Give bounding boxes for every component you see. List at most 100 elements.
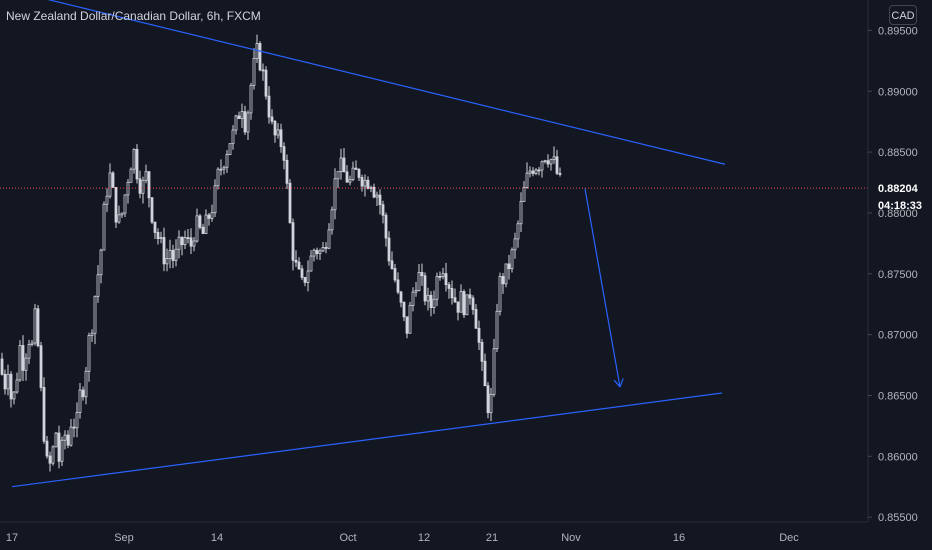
candle bbox=[384, 212, 388, 247]
candle bbox=[468, 288, 472, 305]
candle bbox=[555, 149, 559, 175]
candle bbox=[207, 213, 211, 226]
candle bbox=[309, 250, 313, 272]
candle bbox=[531, 167, 535, 177]
price-tick-label: 0.86000 bbox=[878, 451, 918, 463]
time-scale: 17 Sep 14 Oct 12 21 Nov 16 Dec bbox=[0, 521, 868, 544]
candle bbox=[51, 445, 55, 466]
candle bbox=[315, 247, 319, 260]
candle bbox=[411, 287, 415, 312]
candle bbox=[306, 260, 310, 292]
trendline[interactable] bbox=[11, 392, 723, 488]
candle bbox=[225, 150, 229, 173]
candle bbox=[222, 165, 226, 175]
candle bbox=[141, 176, 145, 204]
candle bbox=[342, 147, 346, 173]
candle bbox=[276, 123, 280, 139]
candle bbox=[522, 181, 526, 202]
candle bbox=[396, 272, 400, 295]
candle bbox=[24, 353, 28, 381]
candle bbox=[495, 303, 499, 352]
projection-arrow[interactable] bbox=[584, 188, 624, 388]
candle bbox=[174, 239, 178, 267]
time-tick-label: 16 bbox=[673, 532, 685, 544]
candle bbox=[477, 320, 481, 350]
candle bbox=[498, 272, 502, 316]
candle bbox=[471, 295, 475, 315]
candle bbox=[447, 282, 451, 299]
chart-title: New Zealand Dollar/Canadian Dollar, 6h, … bbox=[6, 9, 261, 23]
candle bbox=[297, 257, 301, 270]
candle bbox=[21, 335, 25, 381]
candle bbox=[126, 179, 130, 204]
candle bbox=[405, 316, 409, 339]
time-tick-label: Oct bbox=[339, 532, 356, 544]
candle bbox=[171, 244, 175, 269]
candle bbox=[321, 242, 325, 252]
candle bbox=[138, 170, 142, 199]
candle bbox=[408, 301, 412, 334]
candle bbox=[81, 386, 85, 401]
candle bbox=[435, 272, 439, 307]
candle bbox=[234, 114, 238, 135]
candle bbox=[45, 436, 49, 459]
candle bbox=[327, 223, 331, 250]
candle bbox=[546, 154, 550, 168]
candle bbox=[399, 290, 403, 308]
candle bbox=[249, 82, 253, 120]
candle bbox=[54, 432, 58, 448]
candle bbox=[528, 166, 532, 178]
candle bbox=[186, 229, 190, 244]
candle bbox=[189, 228, 193, 255]
candle bbox=[441, 267, 445, 280]
candle bbox=[444, 262, 448, 292]
price-tick-label: 0.87000 bbox=[878, 330, 918, 342]
candle bbox=[543, 159, 547, 164]
candle bbox=[162, 227, 166, 272]
time-tick-label: Sep bbox=[114, 532, 134, 544]
candle bbox=[534, 168, 538, 176]
candle bbox=[351, 161, 355, 182]
currency-badge[interactable]: CAD bbox=[889, 5, 917, 25]
price-tick-label: 0.85500 bbox=[878, 512, 918, 524]
candle bbox=[558, 167, 562, 177]
time-tick-label: 21 bbox=[486, 532, 498, 544]
candle bbox=[366, 176, 370, 190]
candle bbox=[474, 304, 478, 329]
candle bbox=[102, 201, 106, 251]
candle bbox=[243, 105, 247, 136]
candle bbox=[165, 248, 169, 272]
candle bbox=[357, 168, 361, 182]
candle bbox=[15, 372, 19, 394]
candle bbox=[198, 214, 202, 230]
candle bbox=[261, 63, 265, 81]
candles-layer bbox=[0, 34, 562, 472]
candle bbox=[300, 265, 304, 281]
candle bbox=[483, 353, 487, 387]
candle bbox=[549, 158, 553, 171]
candle bbox=[12, 391, 16, 405]
candle bbox=[354, 160, 358, 170]
candle bbox=[453, 288, 457, 303]
candle bbox=[258, 41, 262, 72]
candle bbox=[417, 264, 421, 292]
candle bbox=[438, 271, 442, 281]
candle bbox=[36, 305, 40, 348]
candle bbox=[348, 175, 352, 186]
candle bbox=[60, 436, 64, 467]
price-tick-label: 0.88500 bbox=[878, 147, 918, 159]
candle bbox=[273, 119, 277, 143]
candle bbox=[336, 171, 340, 188]
candle bbox=[219, 159, 223, 176]
candle bbox=[288, 179, 292, 224]
candle bbox=[48, 451, 52, 472]
candle bbox=[123, 194, 127, 217]
candle bbox=[9, 371, 13, 408]
candle bbox=[537, 166, 541, 176]
candle bbox=[150, 197, 154, 225]
trendline[interactable] bbox=[10, 0, 726, 165]
candle bbox=[381, 200, 385, 224]
candle bbox=[267, 86, 271, 124]
